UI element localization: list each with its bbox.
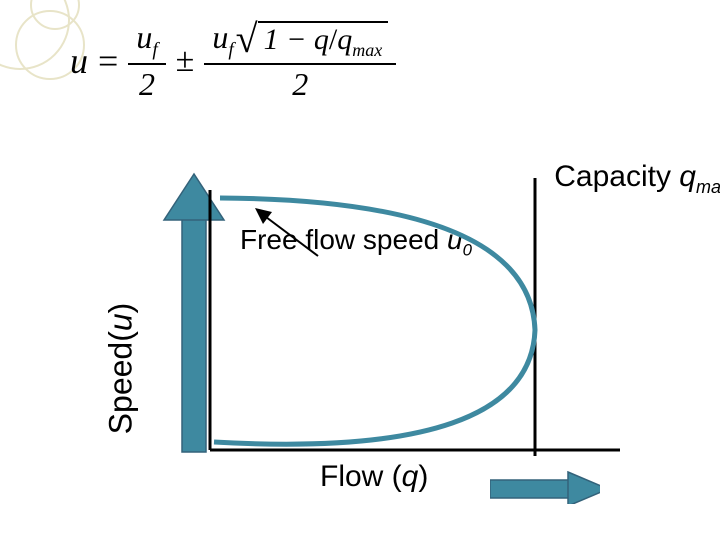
annotation-arrow-icon bbox=[255, 208, 318, 256]
formula: u = uf 2 ± uf √ 1 − q/qmax 2 bbox=[70, 20, 630, 140]
label-text: Speed( bbox=[102, 331, 138, 434]
formula-term: u bbox=[136, 19, 152, 55]
y-axis-arrow-icon bbox=[164, 174, 224, 452]
label-sub: max bbox=[696, 177, 720, 197]
sqrt-icon: √ 1 − q/qmax bbox=[236, 21, 389, 61]
formula-sub: f bbox=[152, 39, 157, 60]
formula-fraction-1: uf 2 bbox=[128, 20, 165, 102]
formula-term: q bbox=[337, 23, 352, 56]
label-text: Flow ( bbox=[320, 460, 402, 493]
label-text: ) bbox=[418, 460, 428, 493]
y-axis-label: Speed(u) bbox=[102, 303, 139, 435]
formula-term: 1 − q bbox=[264, 23, 329, 56]
formula-den: 2 bbox=[139, 65, 155, 102]
label-var: u bbox=[102, 313, 138, 331]
label-text: ) bbox=[102, 303, 138, 314]
x-axis-arrow-icon bbox=[490, 470, 600, 504]
label-var: q bbox=[679, 160, 696, 193]
speed-flow-curve bbox=[214, 198, 535, 444]
equals-sign: = bbox=[98, 40, 118, 82]
formula-sub: max bbox=[352, 40, 382, 60]
label-var: q bbox=[402, 460, 419, 493]
formula-term: u bbox=[212, 19, 228, 55]
speed-flow-chart: Speed(u) Capacity qmax Free flow speed u… bbox=[150, 160, 650, 500]
plus-minus-sign: ± bbox=[176, 42, 195, 80]
chart-svg bbox=[150, 160, 650, 480]
formula-sub: f bbox=[228, 39, 233, 60]
formula-fraction-2: uf √ 1 − q/qmax 2 bbox=[204, 20, 396, 102]
x-axis-label: Flow (q) bbox=[320, 460, 428, 494]
formula-den: 2 bbox=[292, 65, 308, 102]
formula-lhs: u bbox=[70, 40, 88, 82]
